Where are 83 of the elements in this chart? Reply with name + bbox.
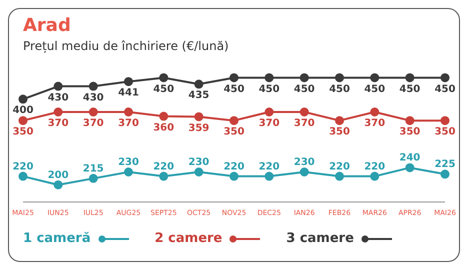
point <box>264 108 274 116</box>
point <box>335 73 344 82</box>
point <box>194 80 204 89</box>
point <box>159 73 168 82</box>
data-label: 430 <box>82 92 104 104</box>
point <box>230 116 238 126</box>
data-label: 370 <box>118 118 139 130</box>
data-label: 350 <box>399 126 420 138</box>
point <box>335 116 344 126</box>
point <box>300 168 309 176</box>
data-label: 450 <box>329 84 350 95</box>
point <box>230 172 238 181</box>
point <box>440 170 450 179</box>
point <box>370 73 380 82</box>
data-label: 220 <box>329 161 350 172</box>
point <box>54 82 63 91</box>
data-label: 350 <box>12 126 34 138</box>
data-label: 450 <box>153 84 174 95</box>
data-label: 400 <box>12 105 34 116</box>
point <box>159 112 168 121</box>
data-label: 350 <box>329 126 350 138</box>
point <box>405 163 414 172</box>
data-label: 220 <box>153 161 174 172</box>
point <box>18 172 28 181</box>
data-label: 370 <box>294 118 315 130</box>
data-label: 359 <box>188 122 210 134</box>
point <box>18 94 28 104</box>
data-label: 435 <box>188 90 210 102</box>
point <box>124 108 133 116</box>
chart-subtitle: Prețul mediu de închiriere (€/lună) <box>23 39 229 53</box>
data-label: 240 <box>399 152 420 164</box>
point <box>405 116 414 126</box>
data-label: 230 <box>294 157 315 168</box>
point <box>264 172 274 181</box>
data-label: 220 <box>224 161 244 172</box>
legend-label: 3 camere <box>286 231 354 246</box>
point <box>159 172 168 181</box>
data-label: 450 <box>224 84 244 95</box>
point <box>440 116 450 126</box>
data-label: 450 <box>434 84 456 95</box>
point <box>335 172 344 181</box>
point <box>370 172 380 181</box>
data-label: 430 <box>48 92 69 104</box>
data-label: 441 <box>118 88 139 99</box>
point <box>194 168 204 176</box>
point <box>88 82 98 91</box>
point <box>440 73 450 82</box>
point <box>300 73 309 82</box>
data-label: 370 <box>82 118 104 130</box>
data-label: 200 <box>48 170 69 181</box>
point <box>230 73 238 82</box>
data-label: 220 <box>258 161 280 172</box>
point <box>124 168 133 176</box>
legend-label: 1 cameră <box>23 231 91 246</box>
data-label: 350 <box>224 126 244 138</box>
data-label: 370 <box>364 118 386 130</box>
point <box>54 180 63 190</box>
data-label: 230 <box>188 157 210 168</box>
data-label: 450 <box>294 84 315 95</box>
data-label: 215 <box>82 163 104 174</box>
point <box>18 116 28 126</box>
point <box>194 112 204 122</box>
point <box>88 174 98 183</box>
data-label: 360 <box>153 122 174 134</box>
legend-label: 2 camere <box>154 231 222 246</box>
point <box>264 73 274 82</box>
data-label: 450 <box>258 84 280 95</box>
point <box>54 108 63 116</box>
point <box>88 108 98 116</box>
data-label: 225 <box>434 159 456 170</box>
data-label: 350 <box>434 126 456 138</box>
point <box>370 108 380 116</box>
data-label: 450 <box>364 84 386 95</box>
chart-title: Arad <box>23 15 71 36</box>
point <box>405 73 414 82</box>
data-label: 220 <box>364 161 386 172</box>
data-label: 370 <box>48 118 69 130</box>
data-label: 450 <box>399 84 420 95</box>
data-label: 230 <box>118 157 139 168</box>
point <box>124 77 133 86</box>
point <box>300 108 309 116</box>
data-label: 370 <box>258 118 280 130</box>
data-label: 220 <box>12 161 34 172</box>
